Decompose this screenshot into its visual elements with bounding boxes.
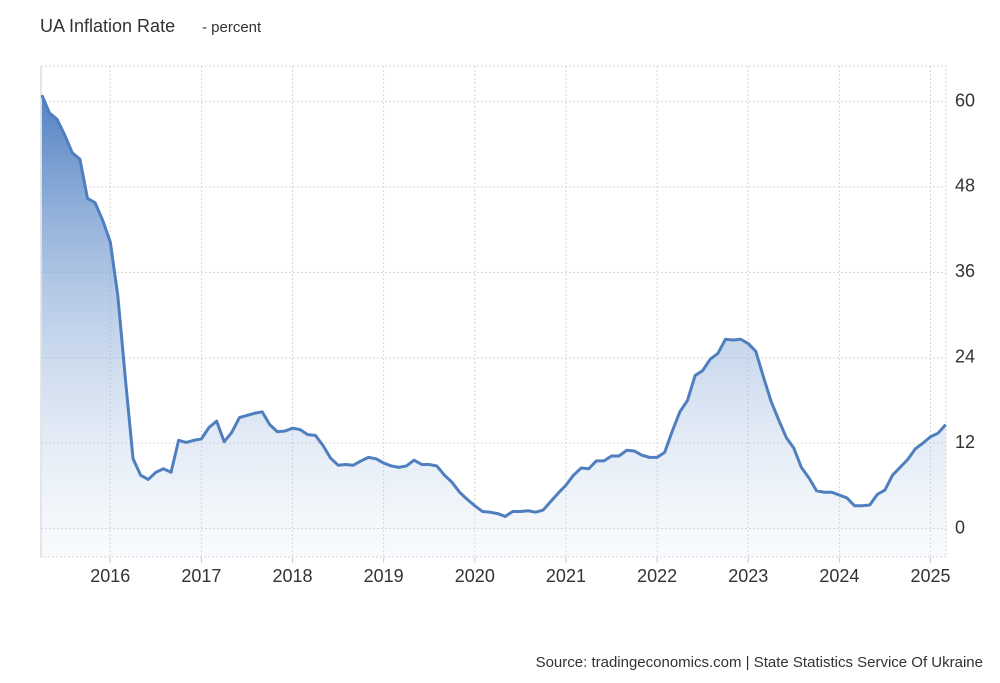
x-tick-label: 2020 [455, 566, 495, 586]
x-tick-label: 2018 [273, 566, 313, 586]
y-tick-label: 24 [955, 347, 975, 367]
y-tick-label: 36 [955, 261, 975, 281]
x-tick-label: 2017 [181, 566, 221, 586]
x-tick-label: 2022 [637, 566, 677, 586]
chart-title: UA Inflation Rate [40, 16, 175, 36]
area [41, 95, 946, 558]
x-tick-label: 2024 [819, 566, 859, 586]
x-tick-label: 2021 [546, 566, 586, 586]
source: Source: tradingeconomics.com | State Sta… [536, 654, 983, 671]
x-tick-label: 2025 [910, 566, 950, 586]
x-tick-label: 2016 [90, 566, 130, 586]
y-tick-label: 0 [955, 517, 965, 537]
y-tick-label: 60 [955, 90, 975, 110]
chart-subtitle: - percent [202, 19, 262, 36]
x-tick-label: 2019 [364, 566, 404, 586]
line [40, 94, 947, 518]
y-tick-label: 12 [955, 432, 975, 452]
x-tick-label: 2023 [728, 566, 768, 586]
y-tick-label: 48 [955, 176, 975, 196]
